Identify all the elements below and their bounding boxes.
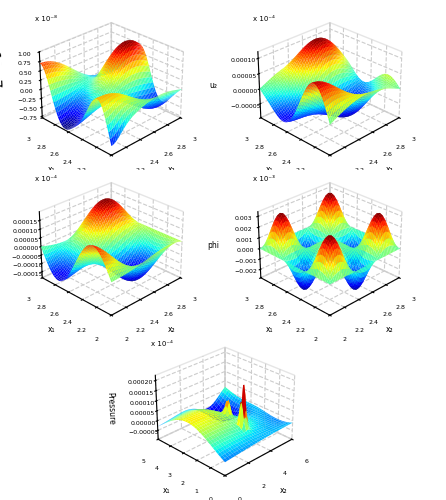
Text: x 10⁻⁸: x 10⁻⁸: [35, 16, 57, 22]
Text: x 10⁻⁴: x 10⁻⁴: [35, 176, 57, 182]
Y-axis label: x₁: x₁: [266, 165, 274, 174]
Text: x 10⁻³: x 10⁻³: [253, 176, 275, 182]
X-axis label: x₂: x₂: [280, 486, 288, 495]
X-axis label: x₂: x₂: [386, 325, 394, 334]
Y-axis label: x₁: x₁: [48, 165, 55, 174]
Y-axis label: x₁: x₁: [266, 325, 274, 334]
X-axis label: x₂: x₂: [168, 325, 175, 334]
Y-axis label: x₁: x₁: [162, 486, 170, 495]
Y-axis label: x₁: x₁: [48, 325, 55, 334]
X-axis label: x₂: x₂: [168, 165, 175, 174]
Text: x 10⁻⁴: x 10⁻⁴: [253, 16, 275, 22]
X-axis label: x₂: x₂: [386, 165, 394, 174]
Text: x 10⁻⁴: x 10⁻⁴: [151, 341, 173, 347]
